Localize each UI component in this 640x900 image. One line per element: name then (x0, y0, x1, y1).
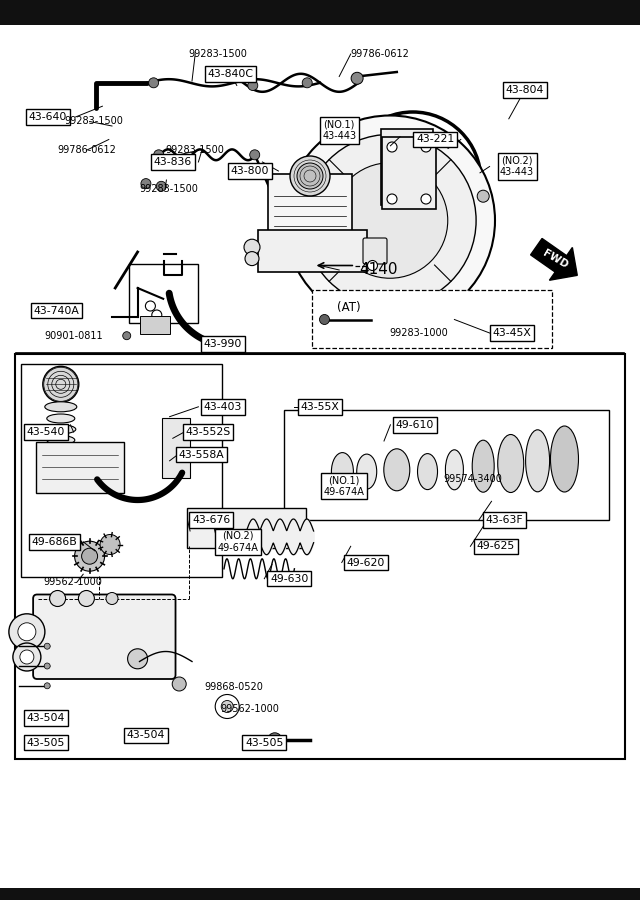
Circle shape (50, 590, 65, 607)
Text: 43-552S: 43-552S (186, 427, 230, 437)
Circle shape (106, 592, 118, 605)
Circle shape (319, 314, 330, 325)
FancyBboxPatch shape (21, 364, 222, 577)
Text: 99786-0612: 99786-0612 (351, 49, 410, 59)
FancyBboxPatch shape (258, 230, 367, 272)
FancyBboxPatch shape (382, 137, 436, 209)
Text: 43-558A: 43-558A (179, 449, 225, 460)
Circle shape (302, 77, 312, 88)
Text: 49-610: 49-610 (396, 419, 434, 430)
FancyBboxPatch shape (140, 316, 170, 334)
Ellipse shape (45, 401, 77, 412)
Circle shape (44, 683, 50, 688)
Text: 99283-1500: 99283-1500 (165, 145, 224, 156)
Text: 43-55X: 43-55X (301, 401, 339, 412)
Text: 43-45X: 43-45X (493, 328, 531, 338)
Circle shape (148, 77, 159, 88)
Circle shape (351, 72, 363, 85)
Circle shape (332, 163, 448, 278)
Text: 99283-1500: 99283-1500 (64, 116, 123, 127)
Circle shape (172, 677, 186, 691)
Circle shape (421, 194, 431, 204)
Circle shape (387, 142, 397, 152)
Circle shape (152, 310, 162, 320)
Circle shape (367, 260, 378, 271)
Text: 43-804: 43-804 (506, 85, 544, 95)
Text: 99283-1000: 99283-1000 (389, 328, 448, 338)
Ellipse shape (498, 435, 524, 492)
Circle shape (9, 614, 45, 650)
Circle shape (13, 643, 41, 671)
Ellipse shape (525, 430, 550, 491)
Circle shape (43, 366, 79, 402)
Circle shape (403, 141, 411, 149)
Ellipse shape (472, 440, 494, 492)
Text: 43-63F: 43-63F (486, 515, 523, 526)
Circle shape (297, 163, 323, 189)
Circle shape (387, 194, 397, 204)
Polygon shape (531, 238, 577, 280)
Text: 99562-1000: 99562-1000 (221, 704, 280, 715)
FancyBboxPatch shape (162, 418, 190, 478)
Text: 43-403: 43-403 (204, 401, 242, 412)
Circle shape (141, 178, 151, 189)
Text: 90901-0811: 90901-0811 (45, 330, 104, 341)
Circle shape (75, 541, 104, 572)
Circle shape (250, 149, 260, 160)
Circle shape (127, 649, 148, 669)
FancyBboxPatch shape (15, 354, 625, 759)
FancyBboxPatch shape (381, 129, 433, 204)
Text: 43-840C: 43-840C (207, 68, 253, 79)
Text: 43-540: 43-540 (27, 427, 65, 437)
Text: 49-630: 49-630 (270, 573, 308, 584)
Text: 43-505: 43-505 (27, 737, 65, 748)
Text: 43-836: 43-836 (154, 157, 192, 167)
Circle shape (79, 590, 95, 607)
Text: 99786-0612: 99786-0612 (58, 145, 116, 156)
Circle shape (145, 301, 156, 311)
Ellipse shape (47, 414, 75, 423)
Ellipse shape (417, 454, 438, 490)
Text: 49-625: 49-625 (477, 541, 515, 552)
Ellipse shape (550, 426, 579, 492)
Circle shape (156, 181, 166, 192)
Circle shape (221, 700, 233, 713)
Text: 43-640: 43-640 (29, 112, 67, 122)
Text: 99283-1500: 99283-1500 (140, 184, 198, 194)
FancyBboxPatch shape (187, 508, 306, 548)
Circle shape (215, 695, 239, 718)
Circle shape (44, 644, 50, 649)
Text: (AT): (AT) (337, 302, 361, 314)
Text: (NO.2)
49-674A: (NO.2) 49-674A (218, 531, 259, 553)
Circle shape (154, 149, 164, 160)
Text: 49-620: 49-620 (347, 557, 385, 568)
Bar (0, 888, 640, 900)
Text: 43-504: 43-504 (27, 713, 65, 724)
Circle shape (20, 650, 34, 664)
Text: 43-505: 43-505 (245, 737, 284, 748)
Ellipse shape (47, 436, 75, 445)
Ellipse shape (332, 453, 353, 490)
Circle shape (18, 623, 36, 641)
FancyBboxPatch shape (36, 442, 124, 492)
Text: 43-740A: 43-740A (33, 305, 79, 316)
Text: 99283-1500: 99283-1500 (189, 49, 248, 59)
Text: (NO.1)
43-443: (NO.1) 43-443 (322, 120, 356, 141)
Text: 43-800: 43-800 (230, 166, 269, 176)
Text: 4140: 4140 (360, 263, 398, 277)
Circle shape (248, 80, 258, 91)
Text: 49-686B: 49-686B (31, 536, 77, 547)
Circle shape (82, 548, 98, 564)
Text: (NO.2)
43-443: (NO.2) 43-443 (500, 156, 534, 177)
Circle shape (403, 163, 411, 170)
Bar (0, 0, 640, 25)
Circle shape (477, 190, 489, 203)
Circle shape (304, 134, 476, 307)
FancyBboxPatch shape (284, 410, 609, 520)
FancyBboxPatch shape (33, 595, 175, 679)
Circle shape (44, 663, 50, 669)
Circle shape (268, 733, 282, 747)
Ellipse shape (445, 450, 463, 490)
Text: 43-676: 43-676 (192, 515, 230, 526)
Text: FWD: FWD (541, 248, 569, 270)
